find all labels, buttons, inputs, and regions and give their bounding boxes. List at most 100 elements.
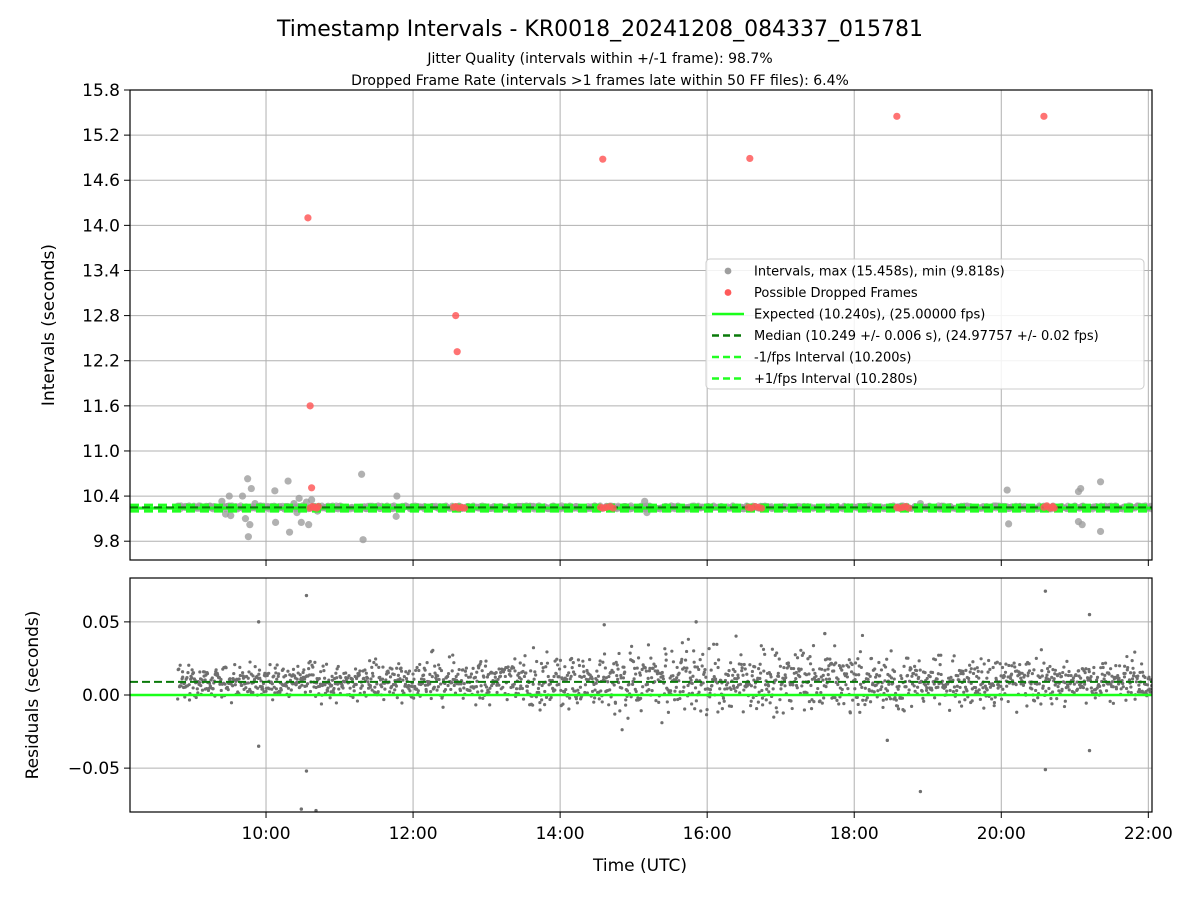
residual-point [232,671,236,676]
residual-point [273,666,277,670]
residual-point [646,676,650,680]
residual-point [625,689,630,693]
residual-point [736,676,740,680]
residual-outlier-point [1087,612,1092,617]
residual-point [573,672,577,676]
residual-point [458,688,463,693]
residual-point [1131,666,1135,670]
residual-point [819,690,823,695]
residual-point [697,690,701,694]
residual-point [761,703,765,707]
residual-point [608,688,612,692]
residual-point [811,668,815,672]
residual-point [473,675,477,679]
residual-point [736,673,740,677]
x-tick-label: 14:00 [536,824,585,844]
residual-point [922,699,926,703]
intervals-y-tick-label: 14.0 [82,216,120,236]
legend-label: Median (10.249 +/- 0.006 s), (24.97757 +… [754,329,1099,344]
residual-point [795,686,799,690]
residual-point [952,654,956,658]
residual-point [549,695,553,700]
residual-point [943,685,948,689]
residual-point [1072,682,1076,686]
residual-point [854,673,858,677]
residual-point [481,696,485,700]
residual-point [509,674,513,678]
residual-point [603,666,607,670]
residual-point [523,654,527,658]
residual-point [824,677,828,681]
residual-point [351,695,355,700]
residual-point [553,688,557,692]
residual-point [257,672,261,676]
residual-point [302,668,306,672]
interval-point [244,475,252,483]
residual-point [399,669,404,673]
residual-point [1122,675,1127,679]
residual-point [751,696,755,700]
interval-point [218,497,226,505]
residual-point [952,685,957,689]
residual-point [848,711,852,715]
residual-point [592,700,596,704]
residual-point [415,665,419,670]
residual-point [742,662,746,667]
residual-point [190,668,194,672]
residual-point [332,691,336,695]
residual-point [685,666,689,670]
residual-point [965,689,969,693]
residual-point [821,678,825,682]
residual-point [615,674,619,678]
residual-point [1140,670,1145,674]
residual-outlier-point [823,631,827,636]
residual-point [480,689,484,693]
residual-point [1084,667,1088,671]
residual-point [363,668,367,672]
residual-point [761,647,766,652]
residual-point [729,704,734,708]
residual-point [1148,687,1152,691]
residual-point [267,687,272,691]
residual-point [505,697,509,702]
residual-point [532,677,536,681]
residual-point [437,677,441,682]
residual-point [620,686,624,690]
residual-point [514,687,519,691]
residual-point [594,681,598,685]
residual-point [196,691,200,695]
residual-point [384,678,388,682]
residual-point [226,688,230,692]
residual-point [666,710,671,714]
residual-point [475,679,479,683]
residual-point [443,688,448,692]
residual-point [555,657,559,661]
residual-point [753,685,757,689]
residual-point [648,666,652,670]
residual-point [951,659,955,663]
x-tick-label: 20:00 [977,824,1026,844]
residual-outlier-point [304,769,309,773]
residual-point [238,665,242,670]
residual-point [435,688,439,692]
residual-point [330,674,334,678]
residual-point [850,662,854,667]
residual-outlier-point [304,593,309,598]
residual-point [743,667,747,671]
residual-point [1109,667,1113,671]
residual-point [554,672,558,676]
residual-point [564,687,568,692]
residual-point [755,706,759,711]
residual-point [798,675,802,679]
dropped-frame-point [609,504,617,512]
residual-point [336,664,340,669]
residual-point [1032,699,1037,703]
residual-point [447,655,452,659]
residual-point [986,670,990,674]
residual-point [936,685,940,689]
residual-point [1133,650,1137,654]
residual-point [673,689,677,693]
residual-point [370,671,375,675]
residual-point [842,702,846,706]
residual-point [631,660,636,664]
